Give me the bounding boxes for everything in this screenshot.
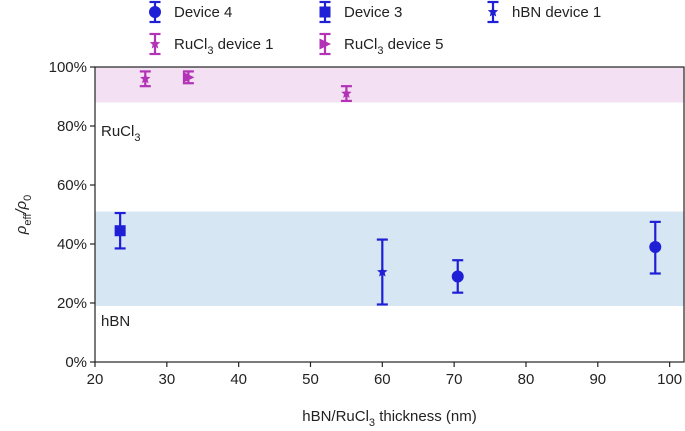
- x-tick-label: 40: [230, 371, 247, 388]
- legend-label: Device 3: [344, 4, 402, 21]
- y-axis-label: ρeff/ρ0: [13, 195, 34, 236]
- legend-item: Device 4: [149, 0, 232, 24]
- legend-item: RuCl3 device 5: [319, 32, 444, 57]
- legend-label-post: device 5: [383, 36, 443, 53]
- data-point: [649, 240, 662, 253]
- legend-marker: [319, 38, 332, 50]
- x-axis-label: hBN/RuCl3 thickness (nm): [302, 408, 477, 429]
- x-tick-label: 30: [158, 371, 175, 388]
- highlight-bands: [95, 67, 684, 306]
- x-axis-ticks: 20 30 40 50 60 70 80 90 100: [87, 362, 682, 388]
- legend-marker: [487, 6, 499, 17]
- band-label-sub: 3: [134, 132, 140, 144]
- y-tick-label: 60%: [57, 177, 87, 194]
- y-tick-label: 20%: [57, 295, 87, 312]
- x-tick-label: 70: [446, 371, 463, 388]
- band-rucl3: [95, 67, 684, 103]
- band-label-hbn: hBN: [101, 313, 130, 330]
- legend-item: hBN device 1: [487, 0, 601, 24]
- x-tick-label: 90: [589, 371, 606, 388]
- y-tick-label: 100%: [49, 59, 87, 76]
- data-point: [451, 270, 464, 283]
- band-label-text: RuCl: [101, 123, 134, 140]
- legend-label: Device 4: [174, 4, 232, 21]
- legend-label-text: Device 3: [344, 4, 402, 21]
- y-axis-ticks: 0% 20% 40% 60% 80% 100%: [49, 59, 95, 371]
- y-tick-label: 40%: [57, 236, 87, 253]
- legend-item: Device 3: [319, 0, 402, 24]
- x-tick-label: 100: [657, 371, 682, 388]
- data-point: [377, 266, 388, 277]
- legend-label: RuCl3 device 5: [344, 36, 444, 57]
- band-label-text: hBN: [101, 313, 130, 330]
- band-labels: RuCl3 hBN: [101, 123, 140, 330]
- y-tick-label: 80%: [57, 118, 87, 135]
- y-tick-label: 0%: [65, 354, 87, 371]
- x-tick-label: 50: [302, 371, 319, 388]
- legend-label-sub: 3: [377, 45, 383, 57]
- data-markers: [114, 71, 662, 283]
- legend-label-text: RuCl: [344, 36, 377, 53]
- data-point: [114, 225, 126, 237]
- band-label-rucl3: RuCl3: [101, 123, 140, 144]
- legend-label-text: Device 4: [174, 4, 232, 21]
- legend-marker: [319, 6, 331, 18]
- legend-label-text: hBN device 1: [512, 4, 601, 21]
- legend-marker: [149, 38, 161, 49]
- plot-frame: [94, 66, 685, 363]
- data-point: [341, 88, 352, 98]
- x-tick-label: 20: [87, 371, 104, 388]
- band-hbn: [95, 211, 684, 306]
- legend-label-text: RuCl: [174, 36, 207, 53]
- legend-label: hBN device 1: [512, 4, 601, 21]
- x-tick-label: 60: [374, 371, 391, 388]
- legend-item: RuCl3 device 1: [149, 32, 274, 57]
- legend-marker: [149, 6, 161, 18]
- legend-label: RuCl3 device 1: [174, 36, 274, 57]
- legend-label-sub: 3: [207, 45, 213, 57]
- legend-label-post: device 1: [213, 36, 273, 53]
- x-tick-label: 80: [518, 371, 535, 388]
- data-point: [182, 71, 195, 83]
- data-point: [140, 73, 151, 84]
